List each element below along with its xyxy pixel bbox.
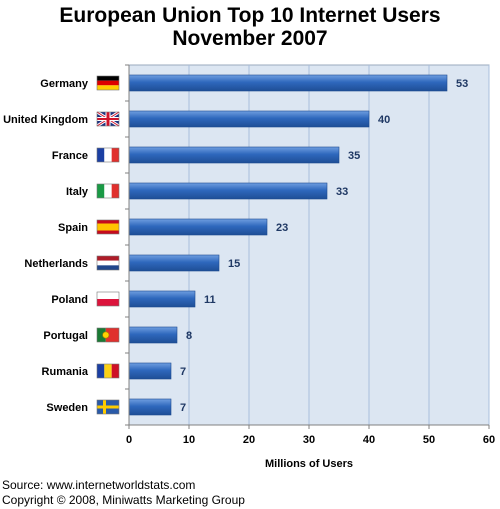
bar-france (128, 146, 340, 164)
data-label: 35 (348, 150, 360, 162)
x-tick-label: 10 (183, 434, 195, 446)
category-label: Sweden (46, 402, 88, 414)
poland-flag-icon (96, 291, 120, 307)
italy-flag-icon (96, 183, 120, 199)
x-tick-label: 40 (363, 434, 375, 446)
data-label: 8 (186, 330, 192, 342)
x-tick-label: 50 (423, 434, 435, 446)
category-label: United Kingdom (3, 114, 88, 126)
data-label: 7 (180, 402, 186, 414)
data-label: 40 (378, 114, 390, 126)
chart-title: European Union Top 10 Internet Users (59, 4, 441, 27)
germany-flag-icon (96, 75, 120, 91)
x-axis-label: Millions of Users (265, 458, 353, 470)
x-tick-label: 60 (483, 434, 495, 446)
category-label: Rumania (42, 366, 89, 378)
category-label: France (52, 150, 88, 162)
data-label: 15 (228, 258, 240, 270)
bar-netherlands (128, 254, 220, 272)
spain-flag-icon (96, 219, 120, 235)
bar-italy (128, 182, 328, 200)
bar-rumania (128, 362, 172, 380)
portugal-flag-icon (96, 327, 120, 343)
bar-portugal (128, 326, 178, 344)
copyright-note: Copyright © 2008, Miniwatts Marketing Gr… (2, 493, 245, 507)
category-label: Netherlands (24, 258, 88, 270)
category-label: Germany (40, 78, 89, 90)
bar-united-kingdom (128, 110, 370, 128)
data-label: 7 (180, 366, 186, 378)
category-label: Poland (51, 294, 88, 306)
category-label: Spain (58, 222, 88, 234)
united-kingdom-flag-icon (96, 110, 120, 128)
x-tick-label: 0 (126, 434, 132, 446)
bar-spain (128, 218, 268, 236)
bar-sweden (128, 398, 172, 416)
data-label: 23 (276, 222, 288, 234)
bar-poland (128, 290, 196, 308)
bar-germany (128, 74, 448, 92)
category-label: Italy (66, 186, 89, 198)
sweden-flag-icon (96, 399, 120, 415)
data-label: 33 (336, 186, 348, 198)
france-flag-icon (96, 147, 120, 163)
x-tick-label: 20 (243, 434, 255, 446)
x-tick-label: 30 (303, 434, 315, 446)
data-label: 53 (456, 78, 468, 90)
chart-subtitle: November 2007 (172, 27, 328, 50)
source-note: Source: www.internetworldstats.com (2, 478, 196, 492)
rumania-flag-icon (96, 363, 120, 379)
category-label: Portugal (43, 330, 88, 342)
netherlands-flag-icon (96, 255, 120, 271)
data-label: 11 (204, 294, 216, 306)
